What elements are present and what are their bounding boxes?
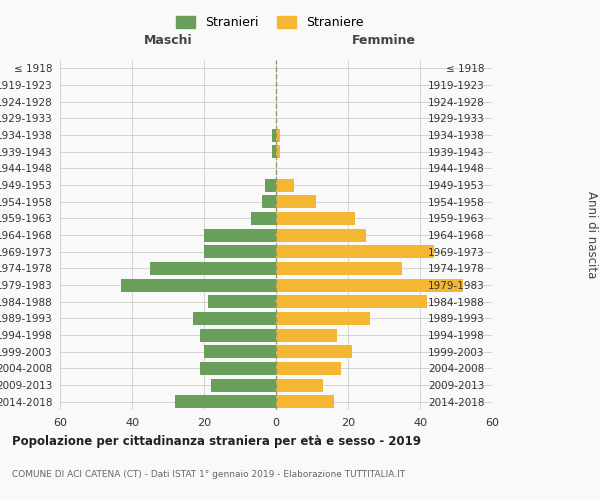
- Bar: [276, 312, 370, 325]
- Bar: [175, 395, 276, 408]
- Bar: [262, 195, 276, 208]
- Bar: [204, 345, 276, 358]
- Bar: [204, 245, 276, 258]
- Bar: [276, 395, 334, 408]
- Bar: [276, 328, 337, 342]
- Bar: [276, 195, 316, 208]
- Bar: [276, 228, 366, 241]
- Bar: [276, 212, 355, 225]
- Bar: [272, 145, 276, 158]
- Bar: [272, 128, 276, 141]
- Bar: [276, 278, 463, 291]
- Bar: [121, 278, 276, 291]
- Text: COMUNE DI ACI CATENA (CT) - Dati ISTAT 1° gennaio 2019 - Elaborazione TUTTITALIA: COMUNE DI ACI CATENA (CT) - Dati ISTAT 1…: [12, 470, 405, 479]
- Bar: [276, 145, 280, 158]
- Bar: [276, 378, 323, 392]
- Bar: [276, 245, 434, 258]
- Bar: [276, 178, 294, 192]
- Bar: [211, 378, 276, 392]
- Text: Popolazione per cittadinanza straniera per età e sesso - 2019: Popolazione per cittadinanza straniera p…: [12, 435, 421, 448]
- Bar: [265, 178, 276, 192]
- Bar: [193, 312, 276, 325]
- Bar: [200, 328, 276, 342]
- Bar: [276, 128, 280, 141]
- Legend: Stranieri, Straniere: Stranieri, Straniere: [172, 11, 368, 34]
- Bar: [276, 345, 352, 358]
- Bar: [204, 228, 276, 241]
- Bar: [208, 295, 276, 308]
- Text: Femmine: Femmine: [352, 34, 416, 46]
- Text: Maschi: Maschi: [143, 34, 193, 46]
- Bar: [150, 262, 276, 275]
- Bar: [276, 362, 341, 375]
- Bar: [200, 362, 276, 375]
- Text: Anni di nascita: Anni di nascita: [584, 192, 598, 278]
- Bar: [276, 295, 427, 308]
- Bar: [251, 212, 276, 225]
- Bar: [276, 262, 402, 275]
